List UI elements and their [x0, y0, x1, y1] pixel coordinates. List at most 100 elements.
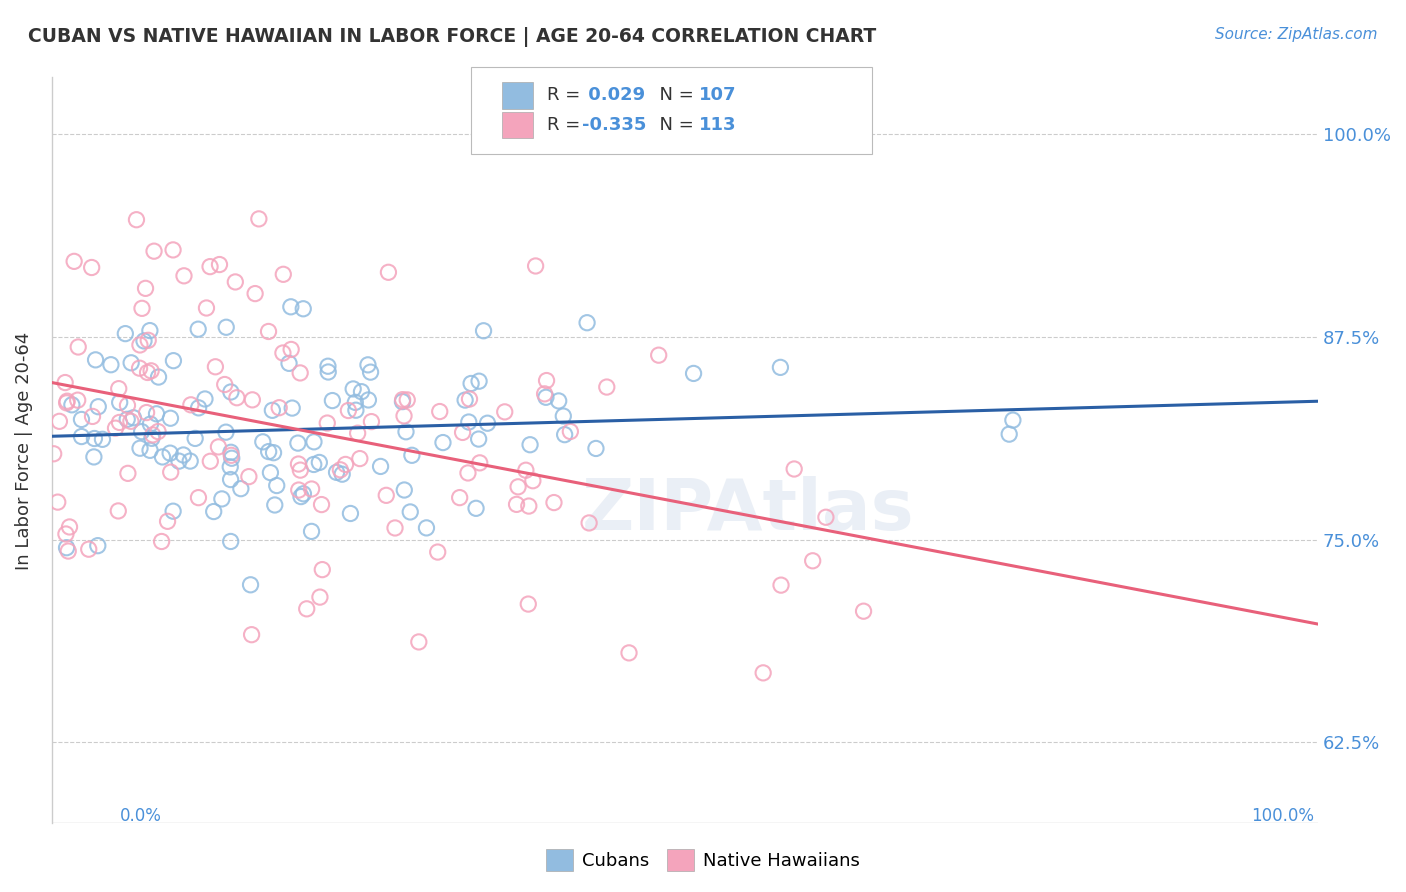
Point: [321, 393, 343, 408]
Point: [187, 322, 209, 336]
Point: [259, 466, 281, 480]
Point: [136, 334, 159, 348]
Point: [468, 374, 491, 388]
Point: [139, 364, 162, 378]
Point: [560, 425, 582, 439]
Point: [302, 458, 325, 472]
Point: [682, 367, 704, 381]
Point: [156, 514, 179, 528]
Point: [278, 356, 301, 370]
Point: [517, 597, 540, 611]
Point: [211, 491, 233, 506]
Point: [344, 395, 367, 409]
Point: [647, 348, 669, 362]
Point: [370, 459, 392, 474]
Point: [139, 443, 162, 458]
Point: [401, 448, 423, 462]
Point: [337, 403, 360, 417]
Text: N =: N =: [648, 116, 700, 134]
Point: [129, 338, 152, 352]
Point: [360, 365, 382, 379]
Point: [617, 646, 640, 660]
Point: [342, 382, 364, 396]
Point: [239, 578, 262, 592]
Point: [135, 281, 157, 295]
Point: [554, 427, 576, 442]
Text: 107: 107: [699, 87, 737, 104]
Point: [396, 392, 419, 407]
Point: [240, 392, 263, 407]
Point: [280, 300, 302, 314]
Point: [150, 534, 173, 549]
Point: [287, 436, 309, 450]
Point: [309, 590, 332, 604]
Point: [547, 393, 569, 408]
Point: [460, 376, 482, 391]
Point: [129, 442, 152, 456]
Point: [219, 534, 242, 549]
Point: [159, 411, 181, 425]
Text: R =: R =: [547, 87, 586, 104]
Point: [998, 427, 1021, 442]
Point: [240, 628, 263, 642]
Y-axis label: In Labor Force | Age 20-64: In Labor Force | Age 20-64: [15, 331, 32, 570]
Point: [122, 410, 145, 425]
Point: [167, 454, 190, 468]
Point: [517, 499, 540, 513]
Point: [219, 384, 242, 399]
Point: [108, 416, 131, 430]
Point: [585, 442, 607, 456]
Point: [224, 275, 246, 289]
Point: [454, 393, 477, 408]
Point: [107, 504, 129, 518]
Point: [229, 482, 252, 496]
Point: [114, 326, 136, 341]
Point: [148, 370, 170, 384]
Point: [465, 501, 488, 516]
Point: [290, 490, 312, 504]
Point: [357, 392, 380, 407]
Point: [53, 376, 76, 390]
Text: Source: ZipAtlas.com: Source: ZipAtlas.com: [1215, 27, 1378, 42]
Point: [120, 414, 142, 428]
Text: 0.0%: 0.0%: [120, 807, 162, 825]
Point: [522, 474, 544, 488]
Point: [494, 405, 516, 419]
Point: [128, 361, 150, 376]
Point: [360, 415, 382, 429]
Point: [194, 392, 217, 406]
Point: [311, 498, 333, 512]
Point: [458, 392, 481, 406]
Point: [87, 539, 110, 553]
Point: [104, 421, 127, 435]
Point: [295, 602, 318, 616]
Point: [67, 340, 90, 354]
Point: [533, 387, 555, 401]
Text: N =: N =: [648, 87, 700, 104]
Point: [301, 482, 323, 496]
Point: [83, 432, 105, 446]
Point: [467, 432, 489, 446]
Point: [262, 403, 284, 417]
Point: [576, 316, 599, 330]
Point: [100, 358, 122, 372]
Point: [142, 428, 165, 442]
Point: [172, 448, 194, 462]
Point: [238, 469, 260, 483]
Point: [115, 412, 138, 426]
Point: [350, 384, 373, 399]
Point: [145, 407, 167, 421]
Point: [311, 563, 333, 577]
Point: [415, 521, 437, 535]
Point: [63, 254, 86, 268]
Point: [468, 456, 491, 470]
Point: [179, 454, 201, 468]
Point: [162, 243, 184, 257]
Point: [596, 380, 619, 394]
Point: [287, 457, 309, 471]
Point: [308, 455, 330, 469]
Point: [316, 365, 339, 379]
Point: [536, 374, 558, 388]
Point: [335, 458, 357, 472]
Point: [472, 324, 495, 338]
